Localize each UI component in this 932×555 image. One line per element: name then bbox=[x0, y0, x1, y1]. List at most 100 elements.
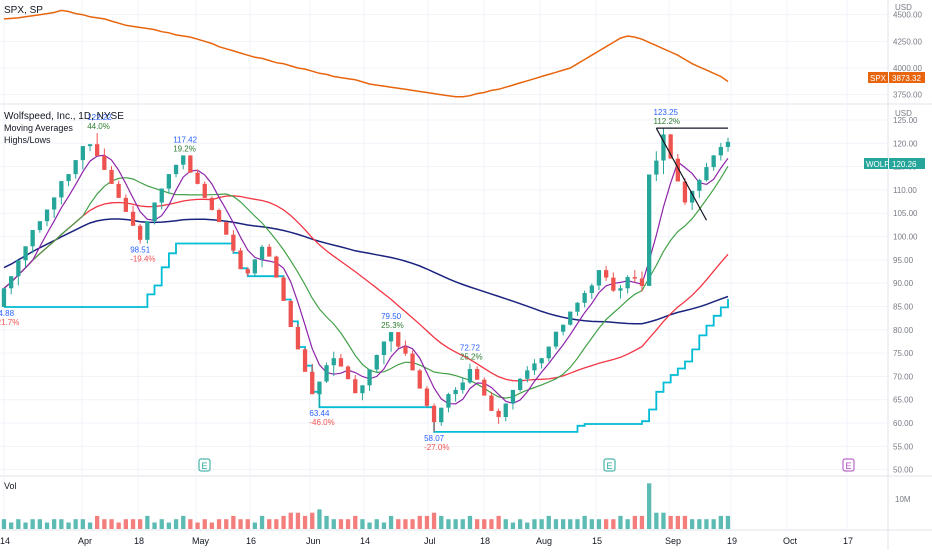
candle[interactable] bbox=[604, 265, 609, 281]
candle[interactable] bbox=[159, 188, 164, 210]
candle[interactable] bbox=[295, 324, 301, 350]
candle[interactable] bbox=[503, 403, 508, 422]
candle[interactable] bbox=[510, 389, 516, 410]
candle[interactable] bbox=[345, 365, 351, 380]
candle[interactable] bbox=[725, 137, 731, 152]
candle[interactable] bbox=[431, 403, 437, 432]
candle[interactable] bbox=[274, 255, 279, 278]
candle[interactable] bbox=[238, 247, 243, 270]
candle[interactable] bbox=[439, 407, 444, 426]
candle[interactable] bbox=[224, 221, 229, 235]
candle[interactable] bbox=[145, 221, 150, 244]
candle[interactable] bbox=[718, 142, 723, 161]
candle[interactable] bbox=[252, 258, 257, 277]
candle[interactable] bbox=[331, 351, 336, 376]
candle[interactable] bbox=[52, 197, 57, 218]
candle[interactable] bbox=[539, 357, 544, 369]
candle[interactable] bbox=[188, 155, 193, 173]
candle[interactable] bbox=[37, 221, 42, 233]
candle[interactable] bbox=[711, 154, 716, 171]
candle[interactable] bbox=[561, 324, 566, 336]
candle[interactable] bbox=[80, 146, 85, 170]
candle[interactable] bbox=[44, 209, 50, 227]
candle[interactable] bbox=[417, 368, 422, 389]
candle[interactable] bbox=[195, 169, 200, 185]
candle[interactable] bbox=[532, 359, 537, 376]
candle[interactable] bbox=[9, 276, 14, 295]
candle[interactable] bbox=[87, 144, 93, 152]
candle[interactable] bbox=[310, 363, 315, 395]
candle[interactable] bbox=[467, 363, 473, 384]
candle[interactable] bbox=[16, 260, 21, 286]
candle[interactable] bbox=[1, 288, 7, 307]
candle[interactable] bbox=[367, 369, 372, 391]
candle[interactable] bbox=[582, 290, 587, 308]
candle[interactable] bbox=[123, 194, 128, 212]
candle[interactable] bbox=[102, 148, 107, 170]
candle[interactable] bbox=[647, 174, 652, 286]
candle[interactable] bbox=[59, 181, 64, 205]
candle[interactable] bbox=[632, 270, 637, 283]
candle[interactable] bbox=[324, 362, 329, 383]
earnings-icon[interactable]: E bbox=[842, 458, 855, 472]
candle[interactable] bbox=[475, 366, 480, 380]
candle[interactable] bbox=[338, 354, 344, 367]
candle[interactable] bbox=[639, 271, 645, 292]
candle[interactable] bbox=[202, 181, 207, 198]
trend-line[interactable] bbox=[655, 127, 708, 221]
candle[interactable] bbox=[518, 377, 523, 392]
candle[interactable] bbox=[73, 160, 78, 179]
candle[interactable] bbox=[625, 275, 630, 294]
candle[interactable] bbox=[396, 332, 401, 349]
candle[interactable] bbox=[596, 270, 602, 291]
candle[interactable] bbox=[618, 285, 623, 299]
candle[interactable] bbox=[654, 151, 659, 182]
candle[interactable] bbox=[302, 347, 308, 372]
earnings-icon[interactable]: E bbox=[603, 458, 616, 472]
candle[interactable] bbox=[181, 155, 186, 170]
candle[interactable] bbox=[23, 246, 28, 268]
trend-lines-layer[interactable] bbox=[655, 127, 728, 221]
candle[interactable] bbox=[568, 311, 573, 326]
candle[interactable] bbox=[553, 331, 559, 350]
candle[interactable] bbox=[410, 350, 415, 371]
candle[interactable] bbox=[496, 408, 501, 424]
candle[interactable] bbox=[388, 332, 394, 352]
candle[interactable] bbox=[281, 275, 286, 301]
candle[interactable] bbox=[317, 381, 322, 408]
candle[interactable] bbox=[424, 386, 430, 408]
candle[interactable] bbox=[446, 392, 451, 413]
candle[interactable] bbox=[453, 387, 458, 402]
candle[interactable] bbox=[288, 300, 293, 328]
candle[interactable] bbox=[489, 391, 494, 411]
candle[interactable] bbox=[589, 283, 594, 300]
candle[interactable] bbox=[66, 174, 71, 187]
candle[interactable] bbox=[374, 354, 379, 373]
candle[interactable] bbox=[267, 244, 272, 257]
earnings-icon[interactable]: E bbox=[198, 458, 211, 472]
candles-layer[interactable] bbox=[1, 127, 731, 432]
candle[interactable] bbox=[245, 267, 250, 277]
candle[interactable] bbox=[95, 133, 100, 156]
candle[interactable] bbox=[166, 174, 171, 194]
candle[interactable] bbox=[381, 341, 387, 365]
candle[interactable] bbox=[173, 164, 179, 178]
candle[interactable] bbox=[697, 178, 702, 198]
candle[interactable] bbox=[152, 202, 157, 225]
candle[interactable] bbox=[611, 272, 616, 293]
candle[interactable] bbox=[661, 127, 666, 175]
candle[interactable] bbox=[30, 230, 35, 254]
candle[interactable] bbox=[116, 180, 121, 198]
candle[interactable] bbox=[482, 377, 487, 396]
candle[interactable] bbox=[353, 375, 358, 394]
candle[interactable] bbox=[259, 244, 265, 268]
candle[interactable] bbox=[231, 230, 236, 253]
candle[interactable] bbox=[460, 377, 465, 394]
candle[interactable] bbox=[575, 301, 580, 316]
candle[interactable] bbox=[216, 208, 222, 223]
candle[interactable] bbox=[360, 385, 365, 401]
candle[interactable] bbox=[682, 178, 688, 205]
candle[interactable] bbox=[525, 366, 530, 383]
